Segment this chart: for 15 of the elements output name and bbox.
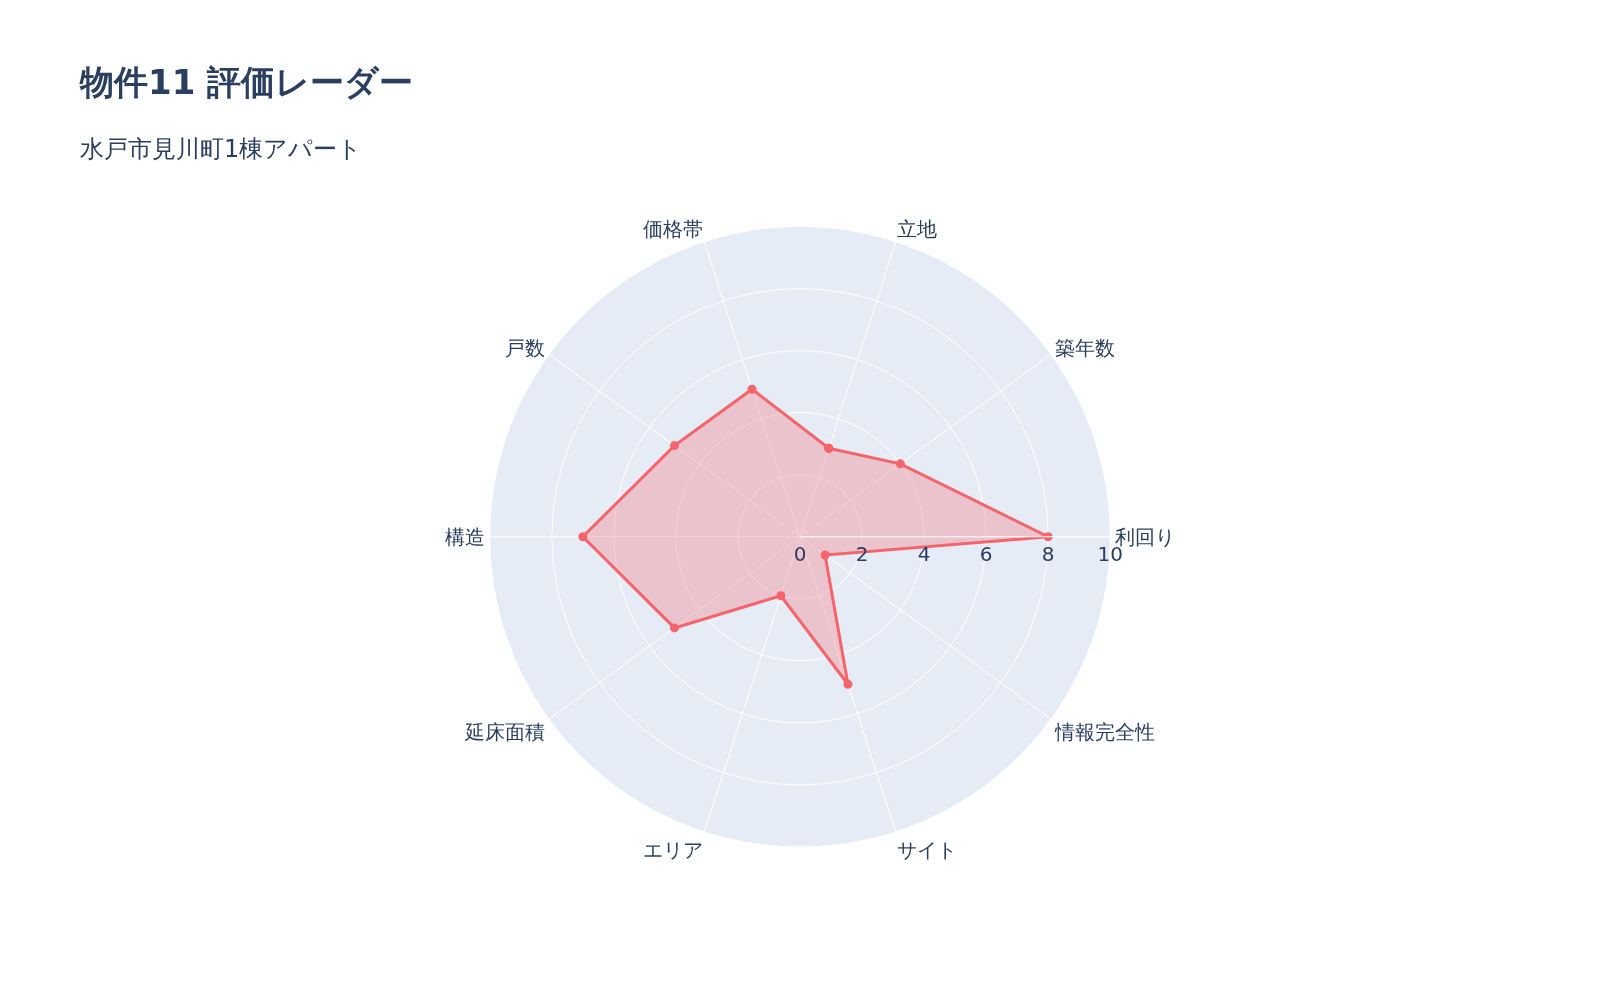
spoke-label: エリア — [642, 838, 703, 863]
spoke-label: 戸数 — [505, 336, 546, 361]
chart-title: 物件11 評価レーダー — [79, 61, 414, 102]
y-tick-label: 8 — [1041, 542, 1055, 567]
spoke-label: 築年数 — [1054, 336, 1115, 361]
spoke-label: 価格帯 — [642, 216, 703, 241]
spoke-label: 延床面積 — [464, 720, 546, 745]
spoke-label: サイト — [897, 838, 958, 863]
spoke-label: 構造 — [445, 524, 486, 549]
text: 水戸市見川町1棟アパート — [80, 135, 363, 163]
spoke-label: 立地 — [897, 216, 938, 241]
spoke-label: 情報完全性 — [1053, 720, 1155, 745]
y-tick-label: 0 — [793, 542, 807, 567]
y-tick-label: 6 — [979, 542, 993, 567]
y-tick-label: 4 — [917, 542, 931, 567]
